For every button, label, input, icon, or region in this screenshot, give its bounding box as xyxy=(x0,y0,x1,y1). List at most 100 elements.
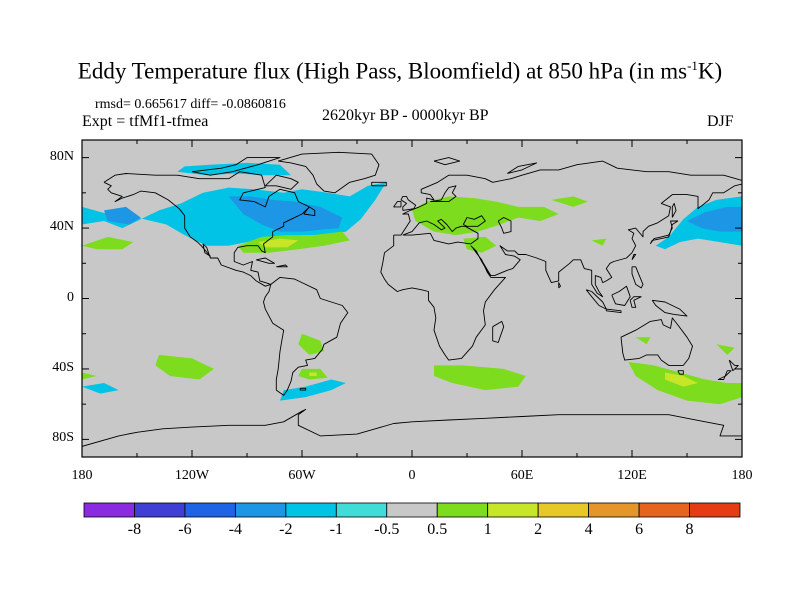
x-tick-label: 60E xyxy=(510,468,534,483)
period-label: 2620kyr BP - 0000kyr BP xyxy=(322,107,489,124)
field-region-australia-positive-core xyxy=(665,372,698,387)
flux-field-layer xyxy=(82,162,742,405)
colorbar-label: 4 xyxy=(584,521,593,538)
rmsd-diff-stats: rmsd= 0.665617 diff= -0.0860816 xyxy=(95,97,286,112)
coastline-cuba xyxy=(256,257,275,264)
y-tick-label: 80S xyxy=(52,430,74,446)
coastline-caspian xyxy=(497,217,512,234)
colorbar-label: 0.5 xyxy=(427,521,448,538)
coastline-layer xyxy=(82,151,742,447)
coastline-hispaniola xyxy=(276,264,288,268)
field-region-ne-pacific-negative xyxy=(104,206,141,225)
colorbar-swatch xyxy=(234,502,287,518)
coastline-svalbard xyxy=(433,157,461,166)
coastline-sulawesi xyxy=(629,296,642,308)
field-region-s-america-positive xyxy=(298,333,324,355)
coastline-greenland xyxy=(278,151,380,194)
colorbar-swatch xyxy=(689,502,741,518)
coastline-nz-south xyxy=(717,370,732,380)
coastline-madagascar xyxy=(492,320,505,343)
field-region-arctic-negative xyxy=(177,162,291,176)
field-region-europe-positive xyxy=(412,196,559,236)
colorbar-label: 1 xyxy=(483,521,492,538)
field-region-nw-atlantic-negative xyxy=(228,196,343,232)
coastline-novaya-zemlya xyxy=(507,162,538,174)
field-region-china-positive xyxy=(591,238,607,246)
coastline-black-sea xyxy=(462,215,486,227)
coastline-iceland xyxy=(371,181,387,187)
coastline-red-sea xyxy=(470,245,492,276)
colorbar-swatch xyxy=(537,502,590,518)
coastline-antarctica xyxy=(82,408,742,447)
coastline-baffin xyxy=(264,174,299,190)
field-region-nz-positive xyxy=(716,344,735,355)
axis-ticks xyxy=(81,140,743,457)
coastline-australia xyxy=(620,317,693,366)
colorbar-swatch xyxy=(285,502,337,518)
field-region-s-pacific-negative xyxy=(82,383,119,394)
coastline-nz-north xyxy=(728,359,739,372)
title-text: Eddy Temperature flux (High Pass, Bloomf… xyxy=(77,58,688,84)
x-tick-label: 0 xyxy=(408,468,416,483)
coastline-ireland xyxy=(393,201,402,208)
colorbar-swatch xyxy=(638,502,690,518)
y-tick-label: 40N xyxy=(49,219,74,235)
colorbar-swatch xyxy=(335,502,388,518)
map-background xyxy=(82,140,742,457)
field-region-mideast-positive xyxy=(463,236,497,253)
title-suffix: K) xyxy=(697,58,723,84)
colorbar-swatch xyxy=(436,502,489,518)
field-region-s-atlantic-positive-core xyxy=(309,372,317,376)
coastline-japan xyxy=(649,220,679,245)
coastline-arctic-islands xyxy=(191,157,281,176)
y-tick-label: 80N xyxy=(49,148,74,164)
colorbar-label: 6 xyxy=(635,521,644,538)
coastline-sri-lanka xyxy=(558,282,561,289)
field-region-s-atlantic-negative xyxy=(280,379,346,401)
season-label: DJF xyxy=(707,113,734,130)
colorbar-label: -1 xyxy=(329,521,343,538)
colorbar xyxy=(83,502,741,518)
x-tick-label: 120E xyxy=(617,468,647,483)
coastline-sakhalin xyxy=(671,202,677,218)
title-superscript: -1 xyxy=(687,58,698,73)
colorbar-swatch xyxy=(588,502,640,518)
figure-title: Eddy Temperature flux (High Pass, Bloomf… xyxy=(0,58,800,85)
coastline-great-britain xyxy=(400,195,417,211)
colorbar-label: -0.5 xyxy=(374,521,400,538)
coastline-newfoundland xyxy=(303,206,316,217)
coastline-falklands xyxy=(299,387,307,391)
colorbar-swatch xyxy=(83,502,135,518)
field-region-asia-positive xyxy=(551,196,588,207)
coastline-philippines xyxy=(631,266,644,289)
coastline-borneo xyxy=(611,285,631,306)
colorbar-swatch xyxy=(134,502,186,518)
colorbar-label: -6 xyxy=(178,521,192,538)
coastline-mediterranean xyxy=(402,218,479,245)
experiment-label: Expt = tfMf1-tfmea xyxy=(82,113,209,130)
coastline-eurasia-africa xyxy=(380,160,742,361)
coastline-south-america xyxy=(263,276,349,396)
field-region-s-pacific-positive xyxy=(155,354,214,380)
colorbar-swatch xyxy=(487,502,539,518)
coastline-north-america xyxy=(103,171,310,287)
colorbar-swatch xyxy=(184,502,236,518)
coastline-java xyxy=(605,308,622,314)
colorbar-swatch xyxy=(386,502,438,518)
x-tick-label: 180 xyxy=(71,468,93,483)
colorbar-label: 2 xyxy=(534,521,543,538)
coastline-taiwan xyxy=(631,254,637,261)
x-tick-label: 120W xyxy=(174,468,210,483)
y-tick-label: 40S xyxy=(52,359,74,375)
x-tick-label: 180 xyxy=(731,468,753,483)
x-tick-label: 60W xyxy=(288,468,316,483)
field-region-sw-pacific-edge-positive xyxy=(82,372,97,380)
coastline-baltic xyxy=(430,185,457,203)
field-region-indian-positive xyxy=(434,365,526,391)
colorbar-label: -2 xyxy=(279,521,293,538)
field-region-indian-small-positive xyxy=(635,337,651,345)
field-region-nw-pacific-core xyxy=(687,206,742,232)
coastline-tasmania xyxy=(677,370,684,375)
colorbar-label: -4 xyxy=(228,521,243,538)
